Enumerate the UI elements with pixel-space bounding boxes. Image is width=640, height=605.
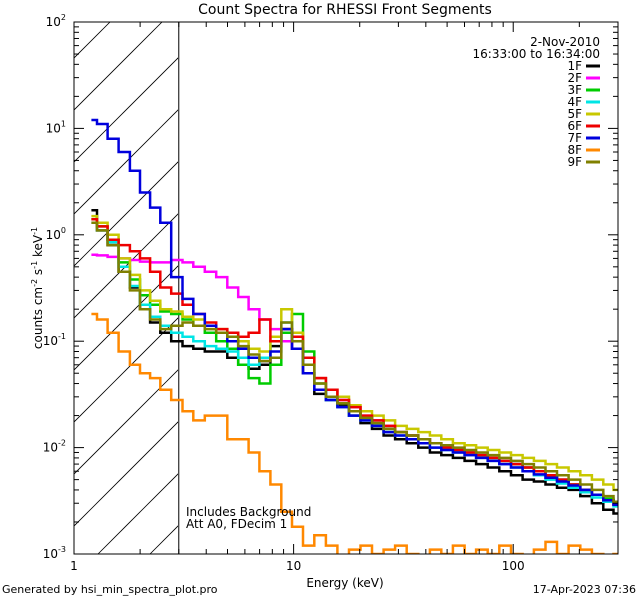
x-axis-label: Energy (keV) [306, 576, 383, 590]
y-tick-label: 101 [46, 119, 66, 135]
y-tick-label: 10-2 [43, 439, 66, 455]
hatch-line [0, 0, 126, 554]
generated-by-label: Generated by hsi_min_spectra_plot.pro [2, 583, 218, 596]
hatch-line [254, 0, 640, 554]
y-tick-label: 102 [46, 13, 66, 29]
axis-tick-labels: 1 10 100 10-3 10-2 10-1 100 101 102 [43, 13, 525, 573]
series-layer [91, 120, 618, 559]
y-axis-label: counts cm-2 s-1 keV-1 [30, 227, 45, 349]
y-tick-label: 10-3 [43, 545, 66, 561]
spectra-plot: Count Spectra for RHESSI Front Segments … [0, 0, 640, 600]
plot-timestamp: 17-Apr-2023 07:36 [533, 583, 636, 596]
annotation-text: Att A0, FDecim 1 [186, 517, 287, 531]
y-tick-label: 100 [46, 226, 66, 242]
series-8f [91, 314, 618, 559]
spectra-chart: Count Spectra for RHESSI Front Segments … [0, 0, 640, 600]
hatch-line [0, 0, 178, 554]
x-tick-label: 1 [70, 559, 78, 573]
y-tick-label: 10-1 [43, 332, 66, 348]
hatch-line [0, 0, 386, 554]
x-tick-label: 10 [286, 559, 301, 573]
legend-label-9f: 9F [567, 155, 582, 169]
x-tick-label: 100 [502, 559, 525, 573]
chart-title: Count Spectra for RHESSI Front Segments [198, 2, 492, 18]
